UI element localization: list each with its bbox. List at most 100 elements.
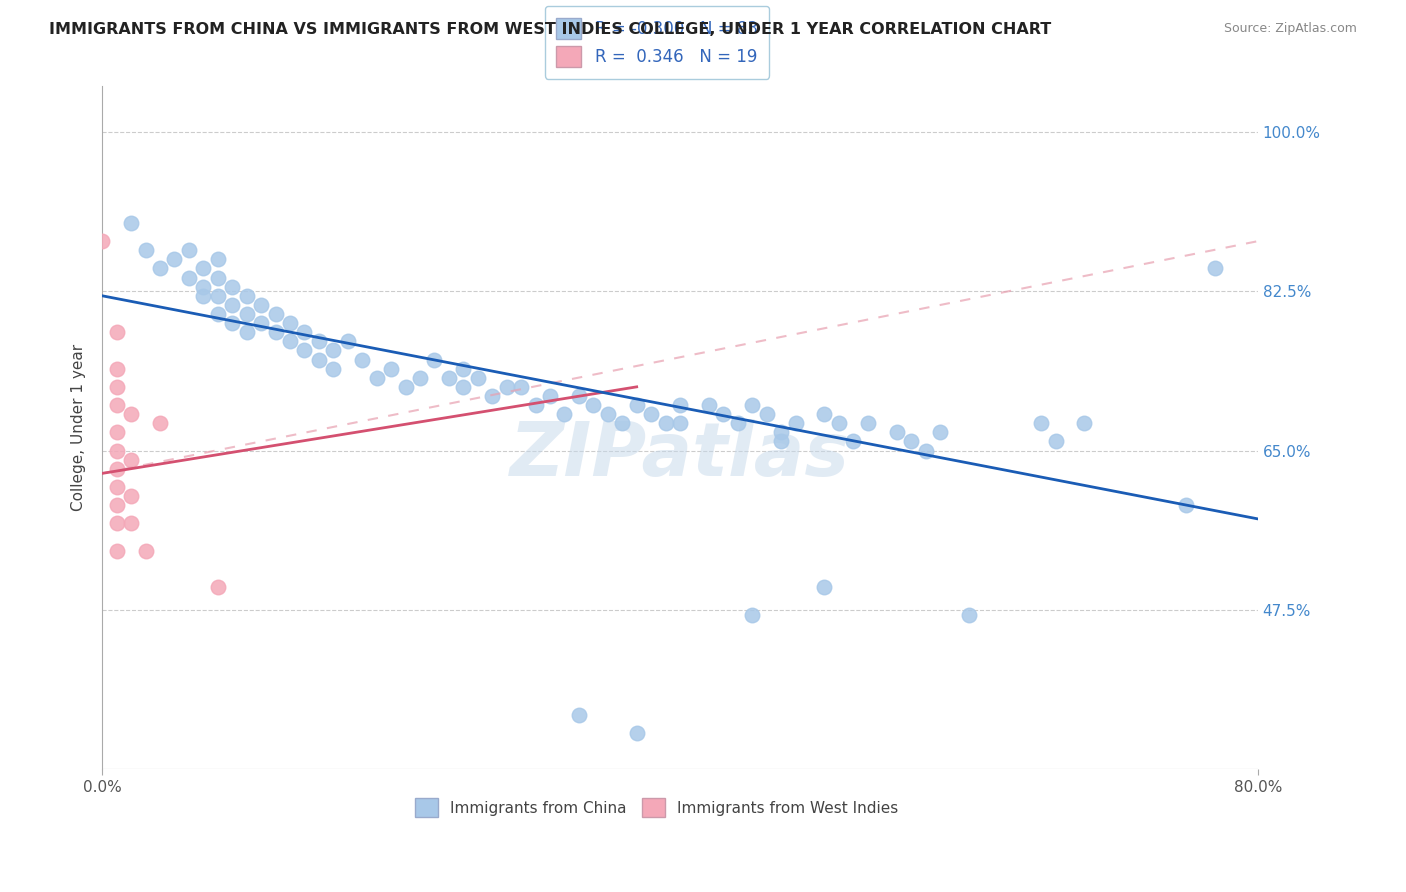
Point	[193, 261, 215, 276]
Point	[785, 417, 807, 431]
Point	[105, 498, 128, 512]
Point	[1174, 498, 1197, 512]
Point	[640, 407, 662, 421]
Point	[120, 452, 142, 467]
Point	[135, 543, 157, 558]
Point	[1204, 261, 1226, 276]
Point	[105, 398, 128, 412]
Point	[120, 216, 142, 230]
Point	[250, 316, 273, 330]
Point	[207, 580, 229, 594]
Point	[177, 244, 200, 258]
Point	[250, 298, 273, 312]
Point	[322, 343, 344, 358]
Point	[900, 434, 922, 449]
Point	[770, 425, 793, 440]
Point	[582, 398, 605, 412]
Point	[294, 325, 316, 339]
Point	[105, 516, 128, 531]
Point	[553, 407, 575, 421]
Point	[380, 361, 402, 376]
Point	[711, 407, 734, 421]
Point	[524, 398, 547, 412]
Point	[697, 398, 720, 412]
Point	[120, 407, 142, 421]
Point	[437, 370, 460, 384]
Point	[453, 380, 475, 394]
Point	[105, 361, 128, 376]
Point	[538, 389, 561, 403]
Point	[741, 398, 763, 412]
Point	[755, 407, 778, 421]
Point	[366, 370, 388, 384]
Point	[322, 361, 344, 376]
Point	[394, 380, 416, 394]
Legend: Immigrants from China, Immigrants from West Indies: Immigrants from China, Immigrants from W…	[409, 792, 904, 823]
Point	[235, 307, 257, 321]
Point	[568, 389, 591, 403]
Point	[221, 279, 243, 293]
Point	[886, 425, 908, 440]
Point	[120, 489, 142, 503]
Point	[105, 462, 128, 476]
Text: IMMIGRANTS FROM CHINA VS IMMIGRANTS FROM WEST INDIES COLLEGE, UNDER 1 YEAR CORRE: IMMIGRANTS FROM CHINA VS IMMIGRANTS FROM…	[49, 22, 1052, 37]
Point	[105, 443, 128, 458]
Point	[495, 380, 517, 394]
Point	[207, 289, 229, 303]
Point	[207, 307, 229, 321]
Point	[626, 398, 648, 412]
Point	[221, 298, 243, 312]
Point	[193, 289, 215, 303]
Point	[914, 443, 936, 458]
Point	[510, 380, 533, 394]
Point	[1045, 434, 1067, 449]
Point	[423, 352, 446, 367]
Point	[813, 580, 835, 594]
Point	[120, 516, 142, 531]
Point	[105, 543, 128, 558]
Point	[235, 325, 257, 339]
Point	[352, 352, 374, 367]
Point	[105, 480, 128, 494]
Point	[221, 316, 243, 330]
Text: ZIPatlas: ZIPatlas	[510, 418, 851, 491]
Point	[91, 234, 114, 248]
Point	[105, 425, 128, 440]
Point	[770, 434, 793, 449]
Point	[336, 334, 359, 349]
Point	[105, 380, 128, 394]
Point	[596, 407, 619, 421]
Point	[278, 316, 301, 330]
Point	[105, 325, 128, 339]
Point	[957, 607, 980, 622]
Point	[467, 370, 489, 384]
Point	[235, 289, 257, 303]
Point	[669, 417, 692, 431]
Point	[207, 270, 229, 285]
Point	[929, 425, 952, 440]
Point	[654, 417, 676, 431]
Point	[669, 398, 692, 412]
Point	[813, 407, 835, 421]
Point	[278, 334, 301, 349]
Point	[1031, 417, 1053, 431]
Point	[856, 417, 879, 431]
Point	[177, 270, 200, 285]
Point	[481, 389, 503, 403]
Point	[741, 607, 763, 622]
Point	[149, 261, 172, 276]
Point	[163, 252, 186, 267]
Point	[1073, 417, 1095, 431]
Point	[149, 417, 172, 431]
Point	[308, 352, 330, 367]
Point	[842, 434, 865, 449]
Point	[568, 707, 591, 722]
Text: Source: ZipAtlas.com: Source: ZipAtlas.com	[1223, 22, 1357, 36]
Point	[264, 325, 287, 339]
Point	[828, 417, 851, 431]
Point	[135, 244, 157, 258]
Point	[727, 417, 749, 431]
Point	[453, 361, 475, 376]
Point	[264, 307, 287, 321]
Point	[193, 279, 215, 293]
